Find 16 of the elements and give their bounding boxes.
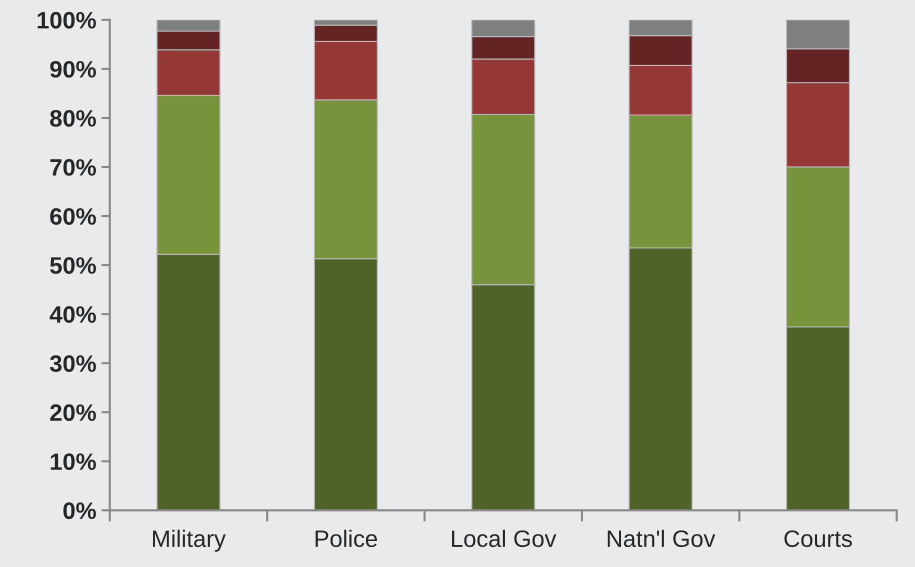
y-tick-label: 20% <box>50 404 96 421</box>
x-tick-label: Local Gov <box>452 530 556 548</box>
x-tick-label: Police <box>316 530 377 548</box>
x-tick-label: Natn'l Gov <box>608 530 716 548</box>
x-tick-label: Courts <box>784 530 852 548</box>
x-tick-label: Military <box>153 530 226 552</box>
y-tick-label: 80% <box>50 110 96 127</box>
y-tick-label: 70% <box>50 159 96 176</box>
y-tick-label: 60% <box>50 208 96 225</box>
y-tick-label: 40% <box>50 306 96 323</box>
y-tick-label: 10% <box>50 453 96 470</box>
y-tick-label: 50% <box>50 257 96 274</box>
y-tick-label: 30% <box>50 355 96 372</box>
y-tick-label: 90% <box>50 60 96 78</box>
y-tick-label: 0% <box>63 502 96 520</box>
y-tick-label: 100% <box>38 12 96 29</box>
